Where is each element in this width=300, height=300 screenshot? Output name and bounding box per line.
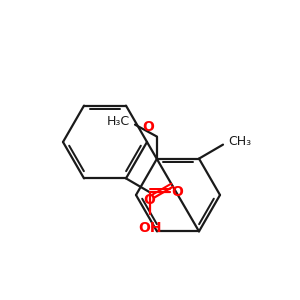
- Text: H₃C: H₃C: [107, 115, 130, 128]
- Text: O: O: [144, 193, 156, 207]
- Text: CH₃: CH₃: [228, 135, 251, 148]
- Text: O: O: [142, 120, 154, 134]
- Text: OH: OH: [138, 221, 162, 236]
- Text: O: O: [171, 185, 183, 200]
